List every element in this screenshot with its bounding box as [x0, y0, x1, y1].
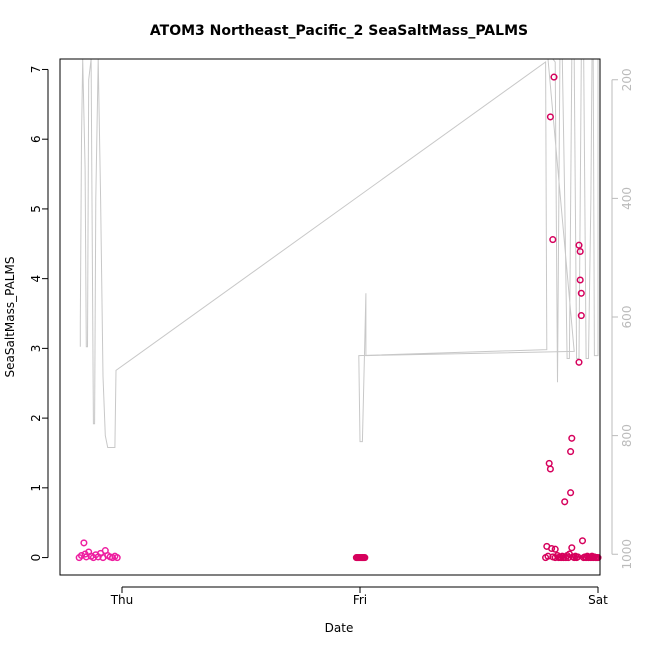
points-group — [75, 73, 602, 562]
y-tick-label: 7 — [29, 66, 43, 74]
data-point — [557, 554, 565, 562]
data-point — [577, 312, 585, 320]
data-point — [361, 554, 369, 562]
y-tick-label: 6 — [29, 135, 43, 143]
y2-tick-label: 800 — [620, 424, 634, 447]
y-axis-label: SeaSaltMass_PALMS — [3, 257, 17, 378]
chart-title: ATOM3 Northeast_Pacific_2 SeaSaltMass_PA… — [150, 23, 528, 39]
data-point — [548, 544, 556, 553]
data-point — [570, 554, 578, 562]
y2-tick-label: 1000 — [620, 539, 634, 570]
data-point — [549, 236, 557, 244]
data-point — [594, 554, 602, 562]
data-point — [577, 289, 585, 297]
y-tick-label: 1 — [29, 484, 43, 492]
x-tick-label: Sat — [588, 593, 608, 607]
data-point — [568, 544, 576, 552]
y-tick-label: 2 — [29, 414, 43, 422]
x-tick-label: Fri — [353, 593, 367, 607]
data-point — [546, 465, 554, 473]
y2-tick-label: 600 — [620, 306, 634, 329]
data-point — [551, 545, 559, 553]
pressure-line-group — [79, 58, 599, 448]
y-tick-label: 3 — [29, 345, 43, 353]
y2-tick-label: 200 — [620, 68, 634, 91]
data-point — [561, 498, 569, 506]
data-point — [575, 241, 583, 249]
axes-group: 0 1 2 3 4 5 6 7 200 400 600 800 1000 Thu Fri Sat — [29, 66, 634, 607]
data-point — [567, 489, 575, 497]
data-point — [80, 539, 88, 547]
data-point — [576, 276, 584, 284]
data-point — [568, 434, 576, 442]
data-point — [545, 459, 553, 467]
x-axis-label: Date — [325, 621, 354, 635]
y-tick-label: 5 — [29, 205, 43, 213]
data-point — [546, 113, 554, 121]
data-point — [576, 247, 584, 256]
data-point — [575, 358, 583, 366]
y-tick-label: 0 — [29, 554, 43, 562]
pressure-line — [79, 58, 599, 448]
data-point — [567, 448, 575, 456]
y-tick-label: 4 — [29, 275, 43, 283]
plot-frame — [59, 58, 601, 576]
data-point — [550, 73, 558, 81]
y2-tick-label: 400 — [620, 187, 634, 210]
data-point — [578, 537, 587, 545]
data-point — [113, 554, 121, 562]
x-tick-label: Thu — [110, 593, 134, 607]
